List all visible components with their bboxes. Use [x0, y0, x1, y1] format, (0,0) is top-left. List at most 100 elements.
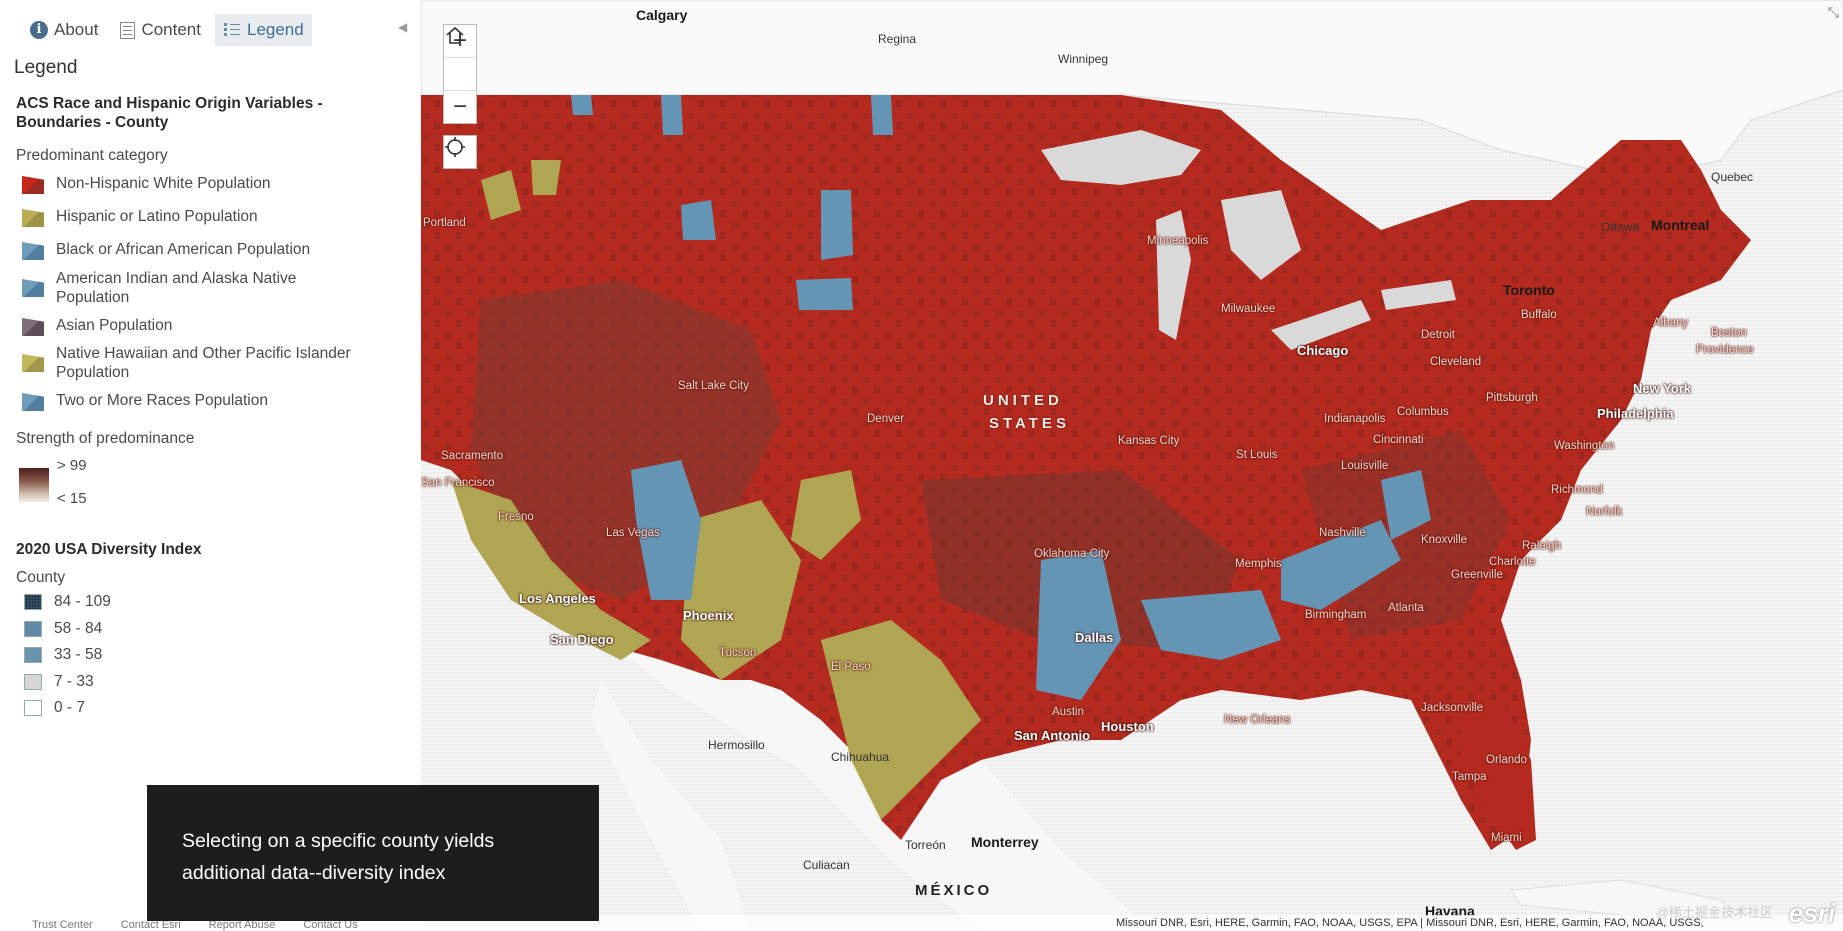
- colorado-hispanic: [791, 470, 861, 560]
- label-states: STATES: [989, 415, 1070, 432]
- carolina-blue: [1281, 520, 1401, 610]
- label-providence: Providence: [1696, 344, 1754, 356]
- florida-land: [1461, 700, 1536, 850]
- oregon-hispanic: [531, 160, 561, 195]
- diversity-swatch: [24, 647, 42, 663]
- label-hermosillo: Hermosillo: [708, 738, 765, 752]
- footer-link-contact-esri[interactable]: Contact Esri: [120, 919, 181, 931]
- north-blue: [871, 95, 893, 135]
- label-orlando: Orlando: [1486, 754, 1527, 766]
- legend-item-label: Native Hawaiian and Other Pacific Island…: [56, 345, 351, 381]
- label-kansas-city: Kansas City: [1118, 435, 1180, 447]
- legend-item-label: Asian Population: [56, 317, 173, 334]
- blackfeet-blue: [661, 95, 683, 135]
- legend-item: Two or More Races Population: [22, 391, 366, 411]
- label-las-vegas: Las Vegas: [606, 527, 660, 539]
- collapse-panel-icon[interactable]: ◀: [398, 20, 408, 34]
- legend-item: Non-Hispanic White Population: [22, 174, 366, 194]
- caption-line-1: Selecting on a specific county yields: [182, 830, 495, 852]
- label-united: UNITED: [983, 392, 1063, 409]
- diversity-swatch: [24, 594, 42, 610]
- label-tucson: Tucson: [719, 647, 757, 659]
- diversity-class: 33 - 58: [24, 646, 102, 664]
- locate-icon: [445, 137, 465, 157]
- footer-link-trust[interactable]: Trust Center: [32, 919, 93, 931]
- california-hispanic: [451, 480, 651, 660]
- map-view[interactable]: Calgary Regina Winnipeg Quebec Ottawa Mo…: [421, 0, 1843, 931]
- legend-item-label: Two or More Races Population: [56, 392, 268, 409]
- home-button[interactable]: [444, 26, 476, 91]
- label-jacksonville: Jacksonville: [1421, 702, 1483, 714]
- label-philadelphia: Philadelphia: [1597, 406, 1674, 421]
- label-winnipeg: Winnipeg: [1058, 52, 1109, 66]
- info-icon: i: [30, 21, 48, 39]
- tab-legend[interactable]: Legend: [214, 14, 312, 46]
- label-cleveland: Cleveland: [1430, 356, 1482, 368]
- map-attribution: Missouri DNR, Esri, HERE, Garmin, FAO, N…: [421, 915, 1843, 931]
- label-regina: Regina: [878, 32, 917, 46]
- caption-overlay: Selecting on a specific county yields ad…: [147, 785, 599, 921]
- label-indianapolis: Indianapolis: [1324, 413, 1386, 425]
- strength-low-label: < 15: [57, 490, 87, 507]
- diversity-class: 58 - 84: [24, 620, 102, 638]
- baja-land: [591, 680, 751, 931]
- label-chihuahua: Chihuahua: [831, 750, 890, 764]
- diversity-class: 0 - 7: [24, 699, 85, 717]
- expand-icon[interactable]: ⤡: [1827, 4, 1839, 20]
- legend-item-label: Hispanic or Latino Population: [56, 208, 258, 225]
- label-toronto: Toronto: [1503, 282, 1555, 298]
- label-calgary: Calgary: [636, 7, 688, 23]
- label-richmond: Richmond: [1551, 484, 1603, 496]
- side-panel: i About Content Legend ◀ Legend ACS Race…: [0, 0, 421, 931]
- label-los-angeles: Los Angeles: [519, 591, 596, 606]
- label-cincinnati: Cincinnati: [1373, 434, 1424, 446]
- diversity-class-label: 0 - 7: [54, 699, 86, 716]
- black-swatch: [22, 242, 44, 260]
- hispanic-swatch: [22, 209, 44, 227]
- label-detroit: Detroit: [1421, 329, 1455, 341]
- label-phoenix: Phoenix: [683, 608, 734, 623]
- alabama-blue: [1141, 590, 1281, 660]
- label-monterrey: Monterrey: [971, 834, 1039, 850]
- label-san-antonio: San Antonio: [1014, 728, 1091, 743]
- tab-content-label: Content: [141, 20, 201, 39]
- texas-hispanic: [821, 620, 981, 820]
- asian-swatch: [22, 318, 44, 336]
- label-knoxville: Knoxville: [1421, 534, 1468, 546]
- label-sacramento: Sacramento: [441, 450, 504, 462]
- caption-line-2: additional data--diversity index: [182, 862, 446, 884]
- footer-link-report-abuse[interactable]: Report Abuse: [208, 919, 276, 931]
- label-dallas: Dallas: [1075, 630, 1114, 645]
- label-raleigh: Raleigh: [1522, 540, 1561, 552]
- footer-link-contact-us[interactable]: Contact Us: [303, 919, 358, 931]
- legend-item: Hispanic or Latino Population: [22, 207, 366, 227]
- label-montreal: Montreal: [1651, 217, 1710, 233]
- layer-title-diversity: 2020 USA Diversity Index: [16, 541, 202, 558]
- washington-hispanic: [481, 170, 521, 220]
- tab-about[interactable]: i About: [22, 14, 106, 46]
- multi-swatch: [22, 393, 44, 411]
- label-nashville: Nashville: [1319, 527, 1366, 539]
- locate-button[interactable]: [444, 136, 476, 168]
- pine-ridge-blue: [821, 190, 853, 260]
- legend-item: Asian Population: [22, 316, 366, 336]
- label-washington: Washington: [1554, 440, 1615, 452]
- label-ottawa: Ottawa: [1601, 220, 1640, 234]
- diversity-swatch: [24, 621, 42, 637]
- label-milwaukee: Milwaukee: [1221, 303, 1276, 315]
- zoom-controls: + −: [443, 24, 477, 124]
- diversity-class-label: 7 - 33: [54, 673, 94, 690]
- rosebud-blue: [796, 278, 853, 310]
- lake-huron: [1221, 190, 1301, 280]
- navajo-blue: [631, 460, 701, 600]
- label-san-diego: San Diego: [550, 632, 614, 647]
- esri-logo: esri: [1788, 898, 1835, 928]
- watermark: @稀土掘金技术社区: [1655, 905, 1773, 920]
- predominant-category-label: Predominant category: [16, 147, 168, 164]
- label-minneapolis: Minneapolis: [1147, 235, 1209, 247]
- nw-blue: [571, 95, 593, 115]
- tab-content[interactable]: Content: [112, 14, 209, 46]
- zoom-out-button[interactable]: −: [452, 93, 467, 120]
- basemap-svg: [421, 0, 1843, 931]
- label-torreon: Torreón: [905, 838, 946, 852]
